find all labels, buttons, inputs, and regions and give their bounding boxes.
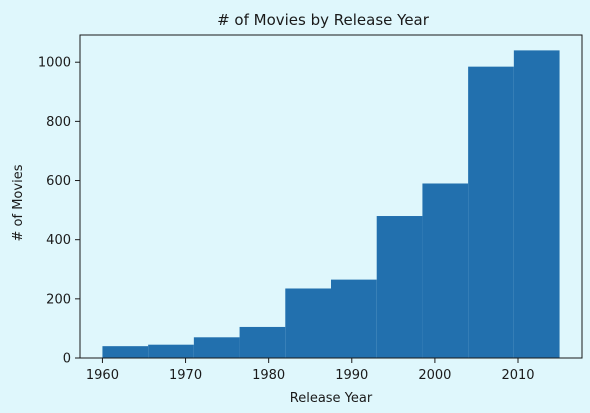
histogram-bar — [468, 66, 514, 359]
axes-group: 1960 1970 1980 1990 2000 2010 0 200 400 600 800 100… — [38, 34, 583, 383]
bars-group — [102, 50, 560, 359]
x-tick-label: 1990 — [335, 368, 368, 383]
y-tick-label: 600 — [46, 174, 71, 189]
histogram-bar — [193, 337, 240, 358]
y-tick-label: 0 — [63, 352, 71, 367]
x-tick-label: 1960 — [86, 368, 119, 383]
histogram-bar — [102, 346, 149, 358]
histogram-bar — [285, 288, 331, 358]
y-tick-label: 800 — [46, 115, 71, 130]
x-tick-label: 1970 — [169, 368, 202, 383]
histogram-bar — [239, 326, 286, 358]
x-tick-label: 1980 — [252, 368, 285, 383]
plot-frame — [79, 34, 583, 359]
x-tick-label: 2000 — [418, 368, 451, 383]
chart-title: # of Movies by Release Year — [217, 11, 430, 29]
histogram-bar — [513, 50, 560, 358]
y-tick-label: 200 — [46, 292, 71, 307]
y-tick-label: 400 — [46, 233, 71, 248]
histogram-bar — [376, 216, 423, 358]
histogram-bar — [331, 279, 377, 358]
histogram-bar — [422, 183, 469, 358]
histogram-bar — [148, 344, 194, 358]
x-axis-label: Release Year — [290, 391, 373, 406]
x-tick-label: 2010 — [501, 368, 534, 383]
y-tick-label: 1000 — [38, 56, 71, 71]
y-axis-label: # of Movies — [11, 164, 26, 241]
